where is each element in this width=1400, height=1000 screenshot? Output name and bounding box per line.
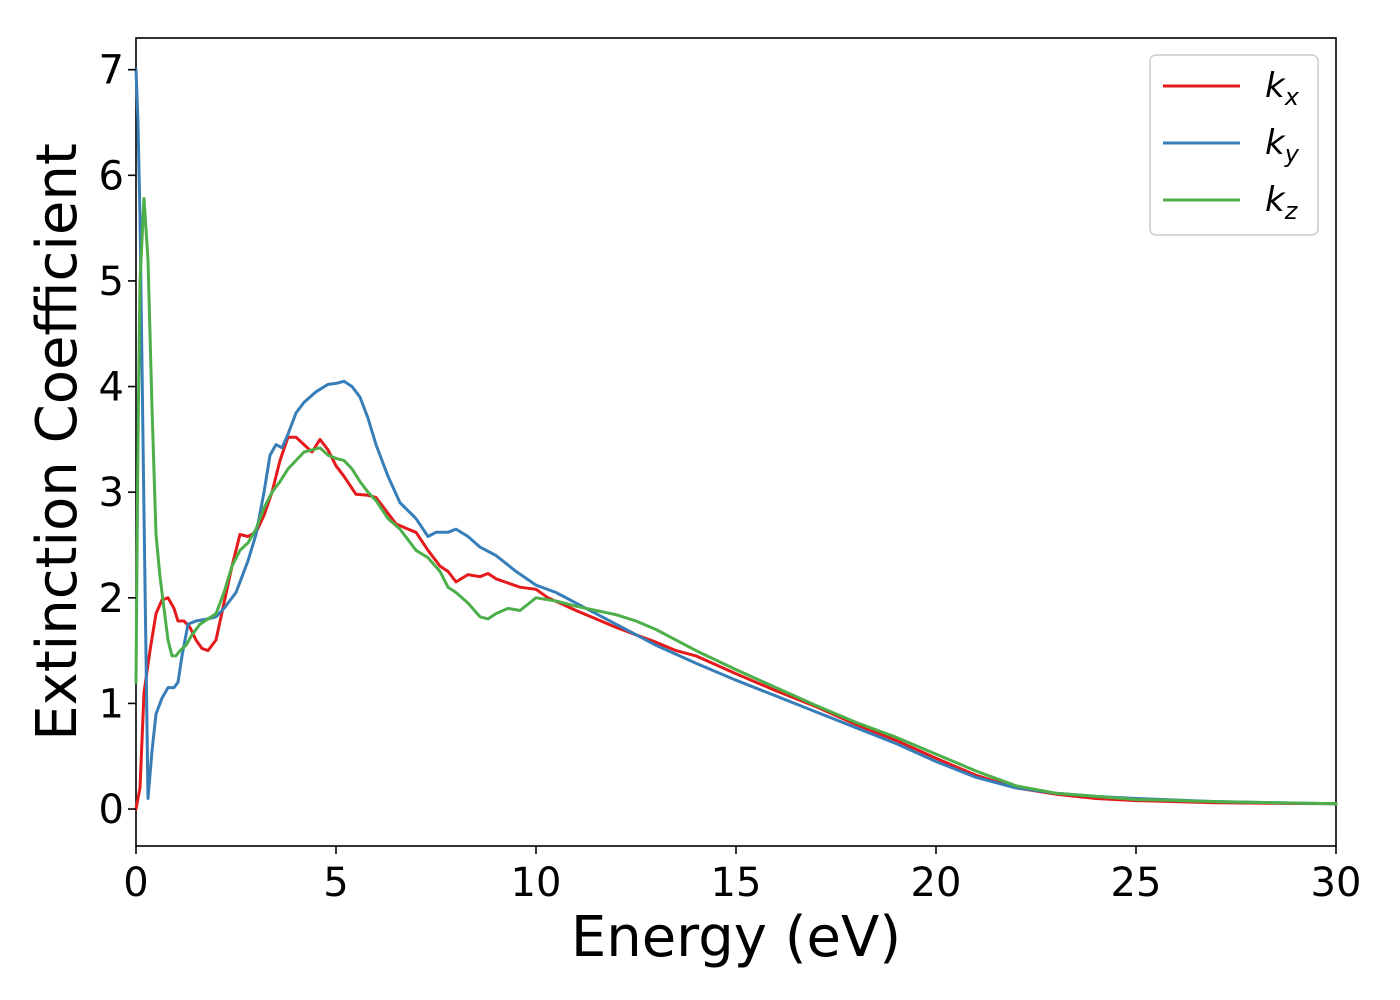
- y-axis-label: Extinction Coefficient: [25, 143, 90, 741]
- x-tick-label: 30: [1311, 860, 1362, 906]
- x-tick-label: 15: [711, 860, 762, 906]
- x-axis: 0 5 10 15 20 25 30: [123, 846, 1361, 906]
- y-tick-label: 4: [99, 365, 124, 411]
- series-line-kz: [134, 197, 1338, 806]
- y-tick-label: 7: [99, 48, 124, 94]
- legend: kx ky kz: [1149, 54, 1319, 236]
- y-tick-label: 5: [99, 259, 124, 305]
- y-tick-label: 1: [99, 681, 124, 727]
- series-line-ky: [134, 68, 1338, 806]
- legend-box: [1149, 54, 1319, 236]
- y-axis: 0 1 2 3 4 5 6 7: [99, 48, 136, 833]
- legend-label-kx: kx: [1265, 66, 1300, 111]
- plot-frame: [135, 37, 1337, 847]
- x-tick-label: 0: [123, 860, 148, 906]
- legend-label-kz: kz: [1265, 180, 1299, 225]
- y-tick-label: 2: [99, 576, 124, 622]
- series-layer: [134, 68, 1338, 811]
- x-tick-label: 10: [511, 860, 562, 906]
- x-axis-label: Energy (eV): [571, 905, 901, 970]
- y-tick-label: 3: [99, 470, 124, 516]
- x-tick-label: 5: [323, 860, 348, 906]
- x-tick-label: 25: [1111, 860, 1162, 906]
- y-tick-label: 6: [99, 153, 124, 199]
- plot-area: 0 5 10 15 20 25 30 0 1 2 3 4 5 6 7: [99, 37, 1361, 906]
- x-tick-label: 20: [911, 860, 962, 906]
- y-tick-label: 0: [99, 787, 124, 833]
- legend-label-ky: ky: [1265, 123, 1300, 168]
